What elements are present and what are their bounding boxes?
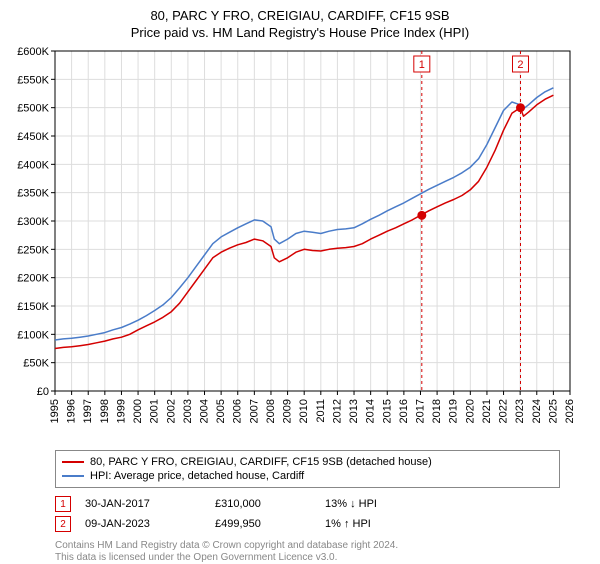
transaction-hpi: 13% ↓ HPI [325, 498, 445, 510]
svg-text:2006: 2006 [232, 399, 244, 423]
svg-text:2011: 2011 [315, 399, 327, 423]
svg-text:1: 1 [419, 59, 425, 71]
svg-text:2009: 2009 [282, 399, 294, 423]
transaction-date: 09-JAN-2023 [85, 518, 215, 530]
svg-text:2007: 2007 [248, 399, 260, 423]
svg-text:£500K: £500K [17, 103, 49, 115]
svg-text:1995: 1995 [49, 399, 61, 423]
svg-text:£250K: £250K [17, 244, 49, 256]
svg-text:1996: 1996 [66, 399, 78, 423]
transaction-badge: 1 [55, 496, 71, 512]
line-chart-svg: £0 £50K £100K £150K £200K £250K £300K £350K £400… [0, 46, 600, 446]
svg-text:2016: 2016 [398, 399, 410, 423]
legend-swatch [62, 461, 84, 463]
svg-text:1997: 1997 [82, 399, 94, 423]
svg-text:2015: 2015 [381, 399, 393, 423]
svg-text:2005: 2005 [215, 399, 227, 423]
transaction-price: £310,000 [215, 498, 325, 510]
legend-swatch [62, 475, 84, 477]
legend-label: 80, PARC Y FRO, CREIGIAU, CARDIFF, CF15 … [90, 455, 432, 469]
license-text: Contains HM Land Registry data © Crown c… [55, 540, 560, 564]
transaction-date: 30-JAN-2017 [85, 498, 215, 510]
transaction-hpi: 1% ↑ HPI [325, 518, 445, 530]
legend: 80, PARC Y FRO, CREIGIAU, CARDIFF, CF15 … [55, 450, 560, 488]
svg-text:£350K: £350K [17, 188, 49, 200]
legend-item: 80, PARC Y FRO, CREIGIAU, CARDIFF, CF15 … [62, 455, 553, 469]
svg-text:£100K: £100K [17, 329, 49, 341]
chart-title: 80, PARC Y FRO, CREIGIAU, CARDIFF, CF15 … [0, 8, 600, 23]
license-line: Contains HM Land Registry data © Crown c… [55, 540, 560, 552]
chart-area: £0 £50K £100K £150K £200K £250K £300K £350K £400… [0, 46, 600, 446]
license-line: This data is licensed under the Open Gov… [55, 552, 560, 564]
svg-text:2020: 2020 [464, 399, 476, 423]
svg-text:2012: 2012 [331, 399, 343, 423]
svg-text:2019: 2019 [448, 399, 460, 423]
svg-text:£300K: £300K [17, 216, 49, 228]
svg-text:2024: 2024 [531, 399, 543, 423]
svg-text:2023: 2023 [514, 399, 526, 423]
svg-text:2014: 2014 [365, 399, 377, 423]
svg-text:2018: 2018 [431, 399, 443, 423]
svg-text:1998: 1998 [99, 399, 111, 423]
transactions-table: 1 30-JAN-2017£310,00013% ↓ HPI 2 09-JAN-202… [55, 494, 560, 534]
svg-text:£200K: £200K [17, 273, 49, 285]
svg-text:2002: 2002 [165, 399, 177, 423]
svg-text:£50K: £50K [23, 358, 49, 370]
transaction-price: £499,950 [215, 518, 325, 530]
svg-text:2017: 2017 [414, 399, 426, 423]
svg-text:£150K: £150K [17, 301, 49, 313]
svg-text:2001: 2001 [149, 399, 161, 423]
svg-text:2: 2 [517, 59, 523, 71]
svg-text:£600K: £600K [17, 46, 49, 58]
svg-text:£0: £0 [37, 386, 49, 398]
svg-text:2025: 2025 [547, 399, 559, 423]
legend-label: HPI: Average price, detached house, Card… [90, 469, 304, 483]
legend-item: HPI: Average price, detached house, Card… [62, 469, 553, 483]
chart-subtitle: Price paid vs. HM Land Registry's House … [0, 25, 600, 40]
svg-text:1999: 1999 [115, 399, 127, 423]
svg-text:2013: 2013 [348, 399, 360, 423]
svg-text:2000: 2000 [132, 399, 144, 423]
svg-text:2003: 2003 [182, 399, 194, 423]
svg-text:£550K: £550K [17, 74, 49, 86]
svg-text:2021: 2021 [481, 399, 493, 423]
svg-text:£450K: £450K [17, 131, 49, 143]
svg-text:2008: 2008 [265, 399, 277, 423]
svg-text:£400K: £400K [17, 159, 49, 171]
svg-text:2026: 2026 [564, 399, 576, 423]
transaction-row: 2 09-JAN-2023£499,9501% ↑ HPI [55, 514, 560, 534]
transaction-row: 1 30-JAN-2017£310,00013% ↓ HPI [55, 494, 560, 514]
svg-text:2022: 2022 [498, 399, 510, 423]
transaction-badge: 2 [55, 516, 71, 532]
svg-text:2010: 2010 [298, 399, 310, 423]
svg-text:2004: 2004 [199, 399, 211, 423]
